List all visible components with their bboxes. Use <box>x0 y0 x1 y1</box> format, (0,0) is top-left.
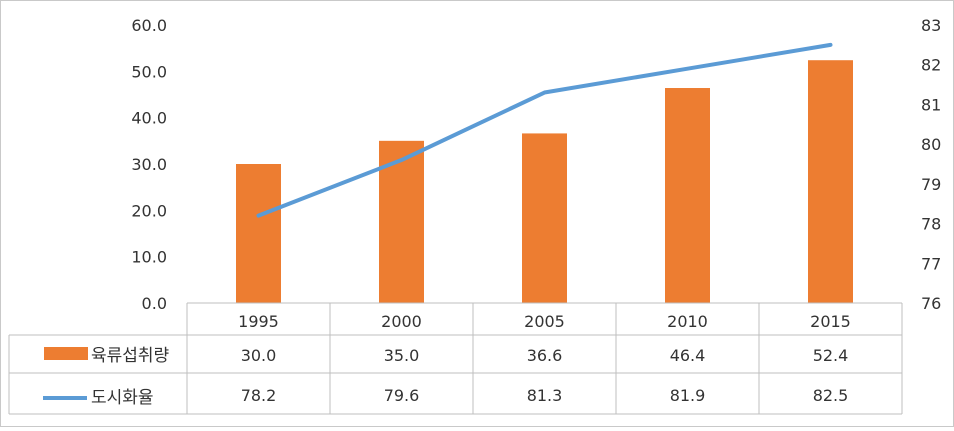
right-axis-tick-label: 80 <box>921 135 941 154</box>
table-value-cell: 46.4 <box>670 346 706 365</box>
left-axis-tick-label: 30.0 <box>131 155 167 174</box>
right-axis-tick-label: 79 <box>921 175 941 194</box>
left-axis-tick-label: 40.0 <box>131 109 167 128</box>
right-axis-tick-label: 82 <box>921 56 941 75</box>
table-value-cell: 52.4 <box>813 346 849 365</box>
bar-series <box>236 60 853 303</box>
right-axis-tick-label: 77 <box>921 254 941 273</box>
table-value-cell: 36.6 <box>527 346 563 365</box>
table-header-cell: 2005 <box>524 312 565 331</box>
table-value-cell: 81.3 <box>527 386 563 405</box>
table-header-cell: 1995 <box>238 312 279 331</box>
left-axis: 0.0 10.0 20.0 30.0 40.0 50.0 60.0 <box>131 16 167 313</box>
table-header-cell: 2015 <box>810 312 851 331</box>
legend-label-line: 도시화율 <box>91 388 154 408</box>
bar-2010 <box>665 88 710 303</box>
table-value-cell: 79.6 <box>384 386 420 405</box>
right-axis-tick-label: 76 <box>921 294 941 313</box>
left-axis-tick-label: 20.0 <box>131 201 167 220</box>
table-header-cell: 2010 <box>667 312 708 331</box>
bar-2005 <box>522 133 567 303</box>
table-header-cell: 2000 <box>381 312 422 331</box>
right-axis-tick-label: 81 <box>921 95 941 114</box>
bar-2015 <box>808 60 853 303</box>
table-value-cell: 30.0 <box>241 346 277 365</box>
left-axis-tick-label: 10.0 <box>131 248 167 267</box>
legend-swatch-bar <box>44 347 88 360</box>
right-axis: 76 77 78 79 80 81 82 83 <box>921 16 941 313</box>
table-value-cell: 81.9 <box>670 386 706 405</box>
table-value-cell: 78.2 <box>241 386 277 405</box>
left-axis-tick-label: 50.0 <box>131 62 167 81</box>
bar-1995 <box>236 164 281 303</box>
legend-label-bar: 육류섭취량 <box>91 346 170 366</box>
left-axis-tick-label: 60.0 <box>131 16 167 35</box>
right-axis-tick-label: 83 <box>921 16 941 35</box>
right-axis-tick-label: 78 <box>921 215 941 234</box>
table-value-cell: 82.5 <box>813 386 849 405</box>
table-value-cell: 35.0 <box>384 346 420 365</box>
left-axis-tick-label: 0.0 <box>142 294 167 313</box>
